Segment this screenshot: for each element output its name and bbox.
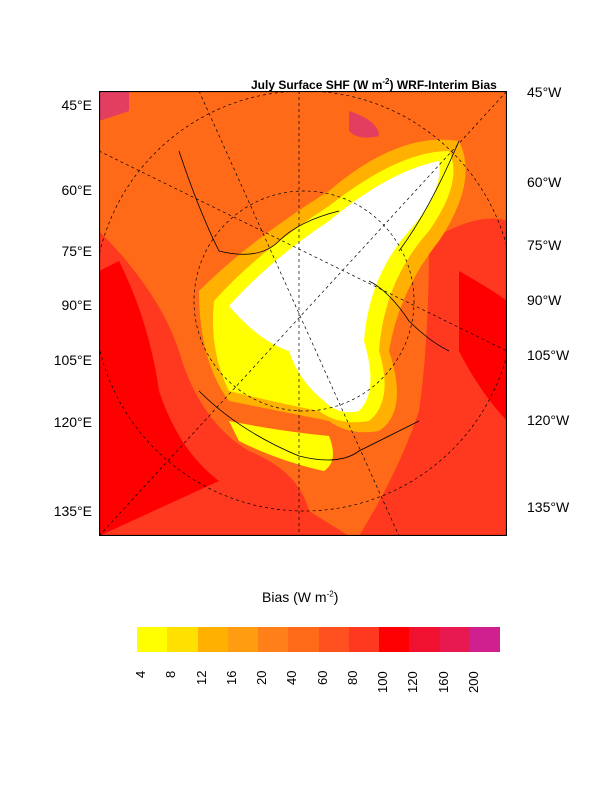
colorbar-tick-label: 200 [465,670,481,693]
colorbar-tick-label: 100 [375,670,390,693]
hot-spots [99,91,379,138]
colorbar-tick-label: 16 [223,670,239,685]
right-longitude-label: 135°W [527,499,570,515]
right-longitude-label: 75°W [527,237,562,253]
left-longitude-label: 135°E [53,503,92,519]
colorbar-swatch [197,627,228,652]
colorbar-tick-label: 80 [344,670,360,685]
canada-hot-region [459,271,507,421]
colorbar-tick-label: 12 [193,670,209,685]
colorbar-tick-label: 120 [405,670,421,693]
colorbar-swatch [137,627,168,652]
colorbar-tick-label: 160 [435,670,451,693]
left-longitude-label: 90°E [61,297,92,313]
colorbar-tick-label: 40 [284,670,300,685]
map-title: July Surface SHF (W m-2) WRF-Interim Bia… [251,77,497,92]
right-longitude-label: 120°W [527,412,570,428]
colorbar [137,627,500,652]
colorbar-tick-label: 4 [133,670,148,678]
right-longitude-label: 60°W [527,174,562,190]
colorbar-swatch [227,627,258,652]
colorbar-swatch [167,627,198,652]
graticule [99,91,507,536]
colorbar-tick-label: 20 [254,670,269,685]
colorbar-swatch [318,627,349,652]
left-longitude-label: 75°E [61,243,92,259]
colorbar-tick-label: 8 [163,670,179,678]
right-longitude-label: 90°W [527,292,562,308]
colorbar-tick-label: 60 [314,670,330,685]
colorbar-swatch [469,627,500,652]
colorbar-swatch [258,627,289,652]
coastlines [178,140,460,461]
right-longitude-label: 105°W [527,347,570,363]
colorbar-swatch [288,627,319,652]
colorbar-swatch [439,627,470,652]
colorbar-title: Bias (W m-2) [262,589,339,605]
colorbar-swatch [379,627,410,652]
left-longitude-label: 60°E [61,182,92,198]
arctic-ocean-no-data [229,161,440,413]
right-longitude-label: 45°W [527,84,562,100]
colorbar-swatch [409,627,440,652]
left-longitude-label: 120°E [53,414,92,430]
colorbar-swatch [348,627,379,652]
siberia-hot-region [99,261,219,536]
left-longitude-label: 105°E [53,352,92,368]
east-siberian-shelf [229,421,333,471]
map-frame [99,91,507,536]
arctic-map [99,91,507,536]
left-longitude-label: 45°E [61,97,92,113]
